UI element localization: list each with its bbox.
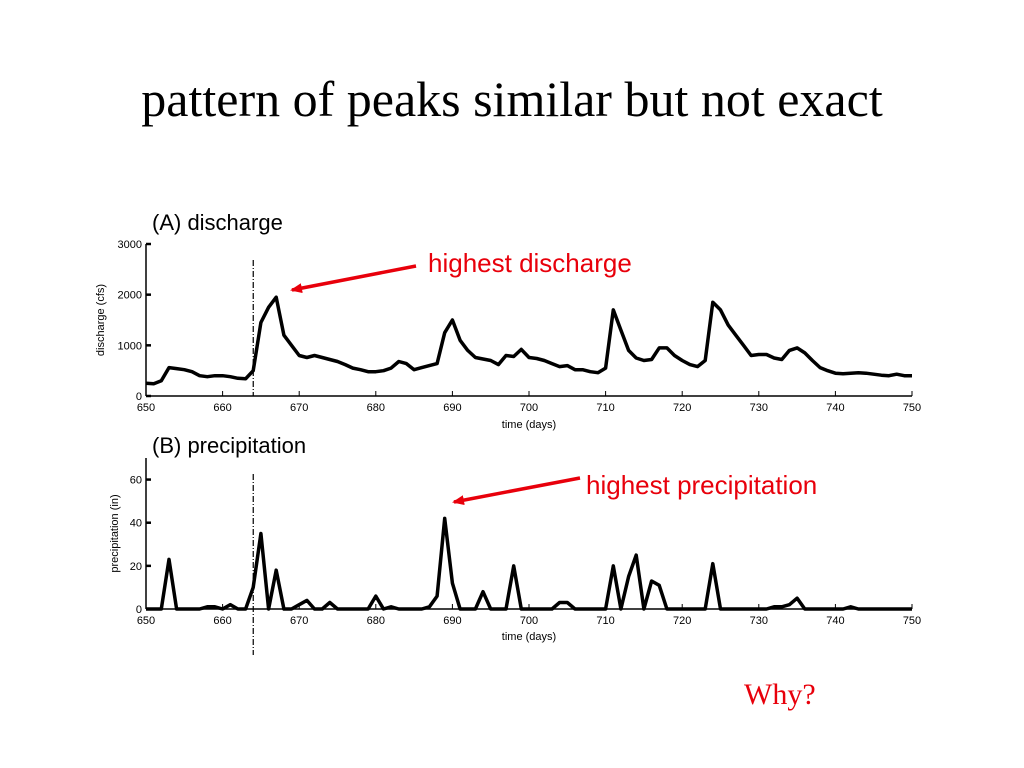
y-tick-label: 3000	[118, 239, 142, 251]
chart-title: (A) discharge	[152, 210, 283, 235]
series-line	[145, 295, 912, 386]
why-caption: Why?	[744, 678, 816, 711]
y-tick-label: 0	[136, 604, 142, 616]
precipitation-panel: (B) precipitation 650 660 670 680 690 700 710 72…	[109, 433, 921, 655]
annotation-label: highest precipitation	[586, 470, 817, 500]
x-tick-label: 670	[290, 615, 308, 627]
annotation-label: highest discharge	[428, 248, 632, 278]
y-tick-label: 40	[130, 518, 142, 530]
x-tick-label: 700	[520, 402, 538, 414]
x-tick-label: 700	[520, 615, 538, 627]
x-tick-label: 650	[137, 402, 155, 414]
y-axis-label: precipitation (in)	[109, 494, 121, 572]
x-tick-label: 690	[443, 402, 461, 414]
x-tick-label: 680	[367, 402, 385, 414]
y-axis-label: discharge (cfs)	[95, 284, 107, 356]
x-tick-label: 650	[137, 615, 155, 627]
x-tick-label: 710	[596, 615, 614, 627]
x-tick-label: 710	[596, 402, 614, 414]
discharge-panel: (A) discharge 650 660 670 680 690 700 710 720 730…	[95, 210, 921, 431]
slide-title: pattern of peaks similar but not exact	[141, 71, 883, 127]
x-tick-label: 750	[903, 615, 921, 627]
x-tick-label: 750	[903, 402, 921, 414]
y-tick-label: 20	[130, 561, 142, 573]
x-tick-label: 730	[750, 615, 768, 627]
y-tick-label: 2000	[118, 290, 142, 302]
x-tick-label: 690	[443, 615, 461, 627]
y-tick-label: 60	[130, 475, 142, 487]
x-axis-label: time (days)	[502, 631, 556, 643]
x-tick-label: 720	[673, 402, 691, 414]
x-tick-label: 740	[826, 402, 844, 414]
x-tick-label: 680	[367, 615, 385, 627]
y-tick-label: 0	[136, 391, 142, 403]
series-line	[146, 516, 912, 611]
annotation-arrow	[290, 264, 417, 294]
x-tick-label: 740	[826, 615, 844, 627]
y-tick-label: 1000	[118, 340, 142, 352]
x-tick-label: 730	[750, 402, 768, 414]
x-tick-label: 660	[213, 615, 231, 627]
x-axis-label: time (days)	[502, 419, 556, 431]
x-tick-label: 720	[673, 615, 691, 627]
x-tick-label: 670	[290, 402, 308, 414]
annotation-arrow	[452, 476, 581, 506]
chart-title: (B) precipitation	[152, 433, 306, 458]
x-tick-label: 660	[213, 402, 231, 414]
